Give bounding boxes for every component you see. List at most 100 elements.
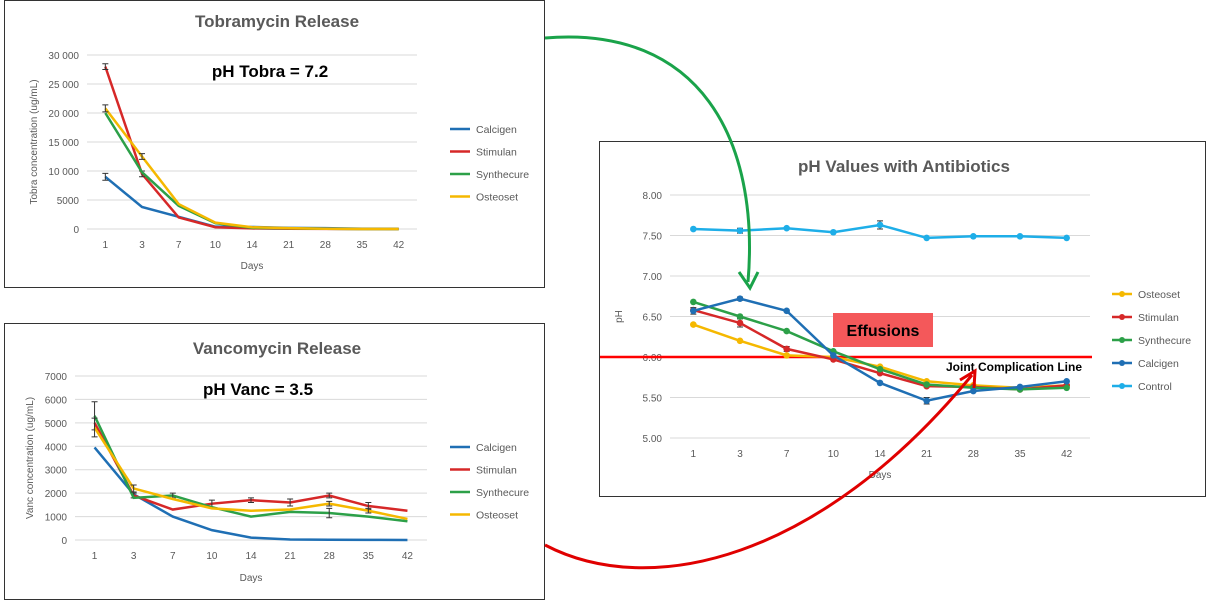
x-tick-label: 3	[131, 551, 137, 562]
green-arrow-tobra-to-ph	[544, 35, 751, 283]
y-axis-label: pH	[614, 310, 625, 323]
data-point-synthecure	[690, 298, 697, 306]
x-tick-label: 42	[393, 240, 405, 251]
legend-label: Stimulan	[476, 465, 517, 477]
x-tick-label: 14	[245, 551, 257, 562]
data-point-control	[783, 224, 790, 232]
legend-marker	[1119, 360, 1125, 366]
x-tick-label: 7	[784, 449, 790, 460]
series-line-synthecure	[93, 415, 408, 523]
error-bar	[326, 500, 333, 507]
data-point-osteoset	[690, 321, 697, 328]
red-arrow-vanc-to-ph	[544, 374, 974, 570]
y-tick-label: 5000	[45, 419, 68, 430]
data-point-synthecure	[736, 313, 744, 320]
x-tick-label: 1	[92, 551, 98, 562]
x-tick-label: 42	[1061, 449, 1073, 460]
y-tick-label: 10 000	[48, 167, 79, 178]
data-point-control	[1063, 234, 1070, 242]
x-tick-label: 14	[246, 240, 258, 251]
legend-label: Calcigen	[476, 442, 517, 454]
series-line-osteoset	[104, 107, 399, 231]
data-point-synthecure	[876, 365, 884, 373]
data-point-synthecure	[923, 381, 930, 388]
y-axis-label: Tobra concentration (ug/mL)	[29, 79, 40, 204]
data-point-control	[876, 221, 884, 229]
x-tick-label: 35	[356, 240, 368, 251]
y-tick-label: 6.50	[643, 313, 663, 324]
vancomycin-chart-panel: 0 1000 2000 3000 4000 5000 6000 7000 1 3 7 10 14 21 28…	[4, 323, 545, 600]
y-tick-label: 30 000	[48, 51, 79, 62]
chart-title: pH Values with Antibiotics	[798, 157, 1010, 176]
data-point-calcigen	[876, 379, 884, 387]
y-tick-label: 15 000	[48, 138, 79, 149]
data-point-control	[1016, 233, 1024, 240]
vancomycin-chart: 0 1000 2000 3000 4000 5000 6000 7000 1 3 7 10 14 21 28…	[25, 339, 529, 584]
y-tick-label: 3000	[45, 466, 68, 477]
ph-annotation: pH Tobra = 7.2	[212, 62, 328, 81]
error-bar	[287, 498, 294, 507]
legend-marker	[1119, 291, 1125, 297]
y-tick-label: 6.00	[643, 353, 663, 364]
data-point-control	[923, 234, 930, 242]
effusions-callout-label: Effusions	[847, 323, 920, 340]
data-point-control	[830, 228, 837, 236]
data-point-calcigen	[923, 397, 930, 405]
y-axis-label: Vanc concentration (ug/mL)	[25, 397, 36, 519]
y-tick-label: 5.00	[643, 434, 663, 445]
x-tick-label: 10	[206, 551, 218, 562]
error-bar	[102, 172, 109, 181]
error-bar	[102, 104, 109, 113]
joint-complication-label: Joint Complication Line	[946, 360, 1082, 374]
x-tick-label: 21	[921, 449, 933, 460]
x-tick-label: 10	[210, 240, 222, 251]
x-tick-label: 1	[103, 240, 109, 251]
y-tick-label: 7.50	[643, 232, 663, 243]
error-bar	[365, 507, 372, 514]
legend-marker	[1119, 337, 1125, 343]
red-arrow-head	[959, 368, 977, 389]
data-point-osteoset	[783, 352, 790, 359]
x-tick-label: 42	[402, 551, 414, 562]
legend-marker	[1119, 383, 1125, 389]
x-tick-label: 3	[139, 240, 145, 251]
data-point-calcigen	[1063, 378, 1070, 385]
ph-chart-panel: 5.00 5.50 6.00 6.50 7.00 7.50 8.00 1 3 7 10 14 21 28 3…	[599, 141, 1206, 497]
ph-values-chart: 5.00 5.50 6.00 6.50 7.00 7.50 8.00 1 3 7 10 14 21 28 3…	[600, 157, 1191, 481]
error-bar	[91, 417, 98, 438]
legend-label: Synthecure	[476, 487, 529, 499]
error-bar	[326, 492, 333, 499]
x-tick-label: 21	[283, 240, 295, 251]
error-bar	[130, 484, 137, 493]
legend-label: Calcigen	[1138, 358, 1179, 370]
data-point-control	[970, 233, 977, 240]
x-axis-label: Days	[869, 470, 892, 481]
x-axis-label: Days	[240, 573, 263, 584]
y-tick-label: 1000	[45, 513, 68, 524]
y-tick-label: 5000	[57, 196, 80, 207]
legend-marker	[1119, 314, 1125, 320]
data-point-calcigen	[1016, 383, 1024, 391]
y-tick-label: 2000	[45, 489, 68, 500]
y-tick-label: 8.00	[643, 191, 663, 202]
y-tick-label: 0	[61, 536, 67, 547]
data-point-osteoset	[736, 337, 744, 345]
y-tick-label: 20 000	[48, 109, 79, 120]
effusions-callout-box	[833, 313, 933, 347]
x-tick-label: 10	[828, 449, 840, 460]
data-point-synthecure	[783, 327, 790, 335]
data-point-stimulan	[736, 319, 744, 327]
x-axis-label: Days	[241, 261, 264, 272]
x-tick-label: 7	[170, 551, 176, 562]
legend-label: Stimulan	[476, 147, 517, 159]
error-bar	[139, 153, 145, 160]
x-tick-label: 35	[363, 551, 375, 562]
error-bar	[326, 507, 333, 519]
legend-label: Osteoset	[476, 192, 518, 204]
legend-label: Control	[1138, 381, 1172, 393]
x-tick-label: 35	[1014, 449, 1026, 460]
data-point-control	[736, 227, 744, 234]
data-point-control	[690, 225, 697, 233]
ph-annotation: pH Vanc = 3.5	[203, 380, 313, 399]
